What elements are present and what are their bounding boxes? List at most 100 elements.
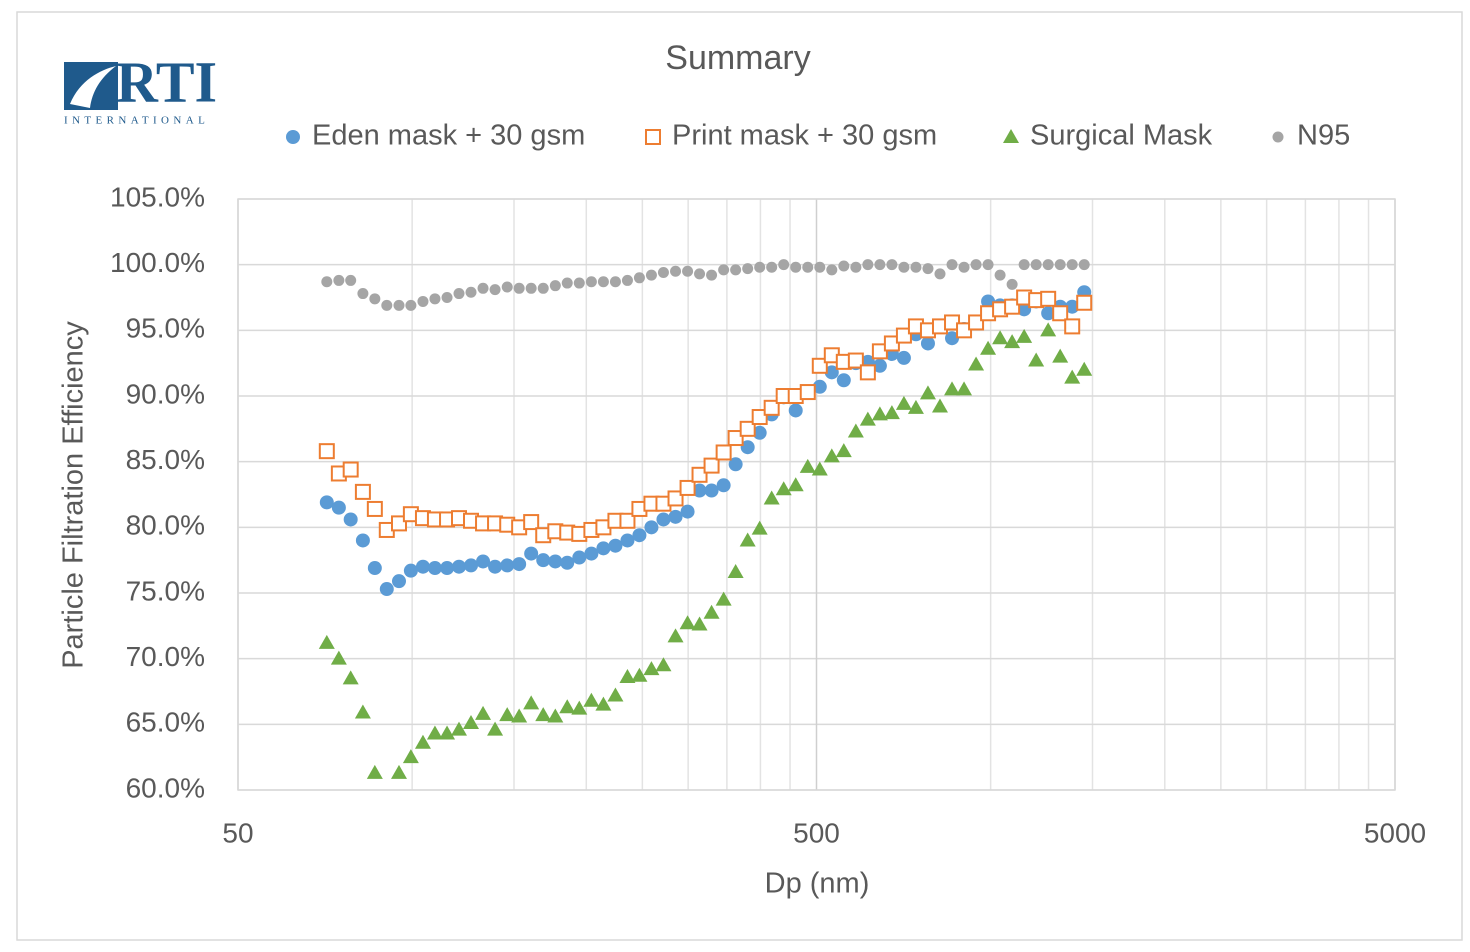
- point: [525, 282, 537, 294]
- point: [439, 725, 456, 740]
- legend-marker: [286, 130, 300, 144]
- point: [692, 483, 707, 498]
- point: [802, 261, 814, 273]
- point: [584, 546, 599, 561]
- point: [715, 444, 732, 461]
- point: [609, 276, 621, 288]
- point: [896, 350, 911, 365]
- x-tick-label: 50: [222, 817, 253, 848]
- point: [355, 533, 370, 548]
- point: [645, 269, 657, 281]
- point: [871, 406, 888, 421]
- point: [1054, 259, 1066, 271]
- point: [379, 582, 394, 597]
- point: [608, 538, 623, 553]
- point: [1076, 294, 1093, 311]
- point: [345, 274, 357, 286]
- point: [968, 356, 985, 371]
- point: [655, 657, 672, 672]
- point: [621, 274, 633, 286]
- point: [1018, 259, 1030, 271]
- point: [1052, 348, 1069, 363]
- point: [367, 561, 382, 576]
- point: [1042, 259, 1054, 271]
- y-tick-label: 105.0%: [110, 181, 205, 212]
- point: [799, 458, 816, 473]
- point: [788, 403, 803, 418]
- point: [537, 282, 549, 294]
- point: [354, 704, 371, 719]
- point: [330, 650, 347, 665]
- y-tick-label: 60.0%: [126, 772, 205, 803]
- point: [632, 528, 647, 543]
- point: [559, 699, 576, 714]
- point: [414, 734, 431, 749]
- point: [847, 352, 864, 369]
- point: [619, 669, 636, 684]
- point: [1066, 259, 1078, 271]
- legend-label: Surgical Mask: [1030, 120, 1213, 152]
- point: [751, 520, 768, 535]
- point: [644, 520, 659, 535]
- legend-marker: [1272, 131, 1284, 143]
- y-tick-label: 90.0%: [126, 378, 205, 409]
- point: [1064, 318, 1081, 335]
- point: [1040, 322, 1057, 337]
- point: [417, 295, 429, 307]
- point: [1004, 334, 1021, 349]
- point: [1030, 259, 1042, 271]
- point: [390, 515, 407, 532]
- point: [824, 365, 839, 380]
- point: [524, 546, 539, 561]
- point: [667, 490, 684, 507]
- point: [523, 695, 540, 710]
- point: [513, 282, 525, 294]
- point: [643, 661, 660, 676]
- point: [691, 466, 708, 483]
- point: [571, 700, 588, 715]
- point: [763, 399, 780, 416]
- logo-subtitle: INTERNATIONAL: [64, 115, 209, 127]
- point: [464, 558, 479, 573]
- point: [451, 559, 466, 574]
- point: [488, 559, 503, 574]
- y-tick-label: 65.0%: [126, 707, 205, 738]
- point: [1064, 369, 1081, 384]
- point: [583, 692, 600, 707]
- point: [874, 259, 886, 271]
- point: [739, 532, 756, 547]
- point: [549, 280, 561, 292]
- point: [739, 420, 756, 437]
- series: [318, 289, 1093, 544]
- point: [716, 478, 731, 493]
- point: [980, 340, 997, 355]
- point: [715, 591, 732, 606]
- point: [704, 483, 719, 498]
- point: [548, 554, 563, 569]
- point: [366, 764, 383, 779]
- point: [718, 264, 730, 276]
- point: [872, 358, 887, 373]
- point: [489, 284, 501, 296]
- point: [619, 512, 636, 529]
- point: [703, 457, 720, 474]
- logo: RTI INTERNATIONAL: [64, 49, 217, 127]
- point: [426, 725, 443, 740]
- series: [321, 259, 1090, 311]
- point: [787, 477, 804, 492]
- point: [751, 409, 768, 426]
- point: [477, 282, 489, 294]
- point: [814, 261, 826, 273]
- point: [561, 277, 573, 289]
- point: [633, 272, 645, 284]
- point: [898, 261, 910, 273]
- point: [607, 687, 624, 702]
- point: [1017, 302, 1032, 317]
- y-tick-label: 80.0%: [126, 510, 205, 541]
- point: [1016, 328, 1033, 343]
- point: [667, 628, 684, 643]
- point: [620, 533, 635, 548]
- legend-marker: [645, 129, 661, 145]
- point: [742, 263, 754, 275]
